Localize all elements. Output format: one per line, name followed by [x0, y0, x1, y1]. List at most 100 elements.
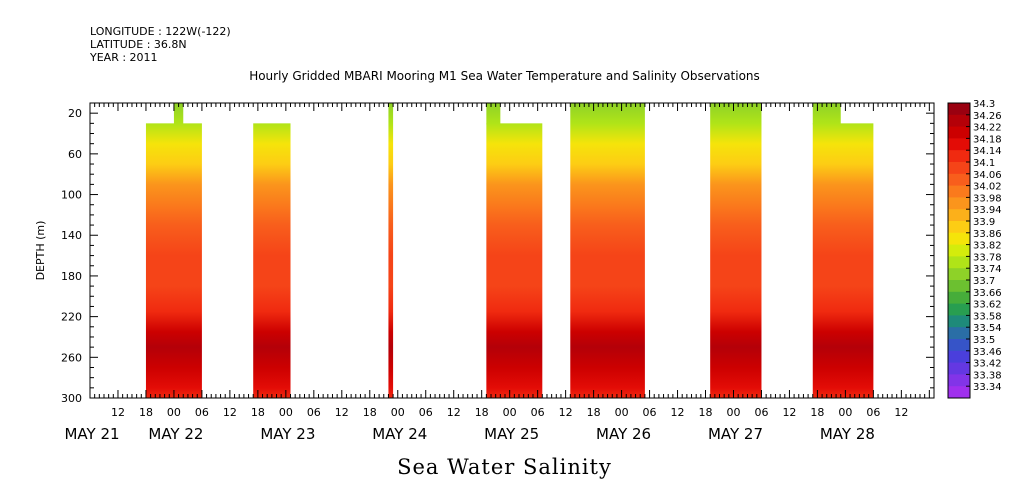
x-hour-label: 12	[559, 406, 573, 419]
colorbar-label: 33.82	[973, 241, 1002, 252]
colorbar: 34.334.2634.2234.1834.1434.134.0634.0233…	[947, 99, 1002, 399]
colorbar-cell	[948, 114, 970, 128]
colorbar-cell	[948, 315, 970, 328]
colorbar-label: 34.3	[973, 99, 995, 110]
x-hour-label: 06	[643, 406, 657, 419]
x-hour-label: 06	[531, 406, 545, 419]
colorbar-label: 33.66	[973, 288, 1002, 299]
data-segment-notch	[173, 103, 184, 125]
colorbar-label: 33.98	[973, 193, 1002, 204]
data-layer	[145, 103, 874, 399]
y-tick-label: 100	[61, 189, 82, 202]
colorbar-label: 34.22	[973, 123, 1002, 134]
x-hour-label: 12	[335, 406, 349, 419]
y-axis-label: DEPTH (m)	[34, 221, 47, 281]
y-tick-label: 180	[61, 270, 82, 283]
y-tick-label: 260	[61, 351, 82, 364]
data-segment	[570, 103, 645, 398]
colorbar-cell	[948, 256, 970, 269]
x-hour-label: 18	[475, 406, 489, 419]
colorbar-cell	[948, 221, 970, 234]
colorbar-label: 34.26	[973, 111, 1002, 122]
colorbar-label: 33.42	[973, 359, 1002, 370]
x-date-label: MAY 22	[148, 425, 203, 443]
colorbar-label: 33.5	[973, 335, 995, 346]
colorbar-cell	[948, 244, 970, 257]
colorbar-cell	[948, 280, 970, 293]
data-segment-notch	[812, 103, 841, 125]
colorbar-label: 33.86	[973, 229, 1002, 240]
variable-label: Sea Water Salinity	[397, 455, 612, 479]
x-hour-label: 12	[111, 406, 125, 419]
colorbar-label: 34.1	[973, 158, 995, 169]
colorbar-cell	[948, 197, 970, 210]
colorbar-cell	[948, 138, 970, 151]
x-hour-label: 06	[195, 406, 209, 419]
x-date-label: MAY 24	[372, 425, 427, 443]
colorbar-cell	[948, 126, 970, 139]
x-hour-label: 12	[782, 406, 796, 419]
axes-layer: 20 60 100 140 180 220 260 300 DEPTH (m) 12 18 00 06 1…	[34, 102, 935, 443]
colorbar-label: 34.14	[973, 146, 1002, 157]
colorbar-label: 34.02	[973, 182, 1002, 193]
colorbar-cell	[948, 362, 970, 375]
y-tick-label: 20	[68, 107, 82, 120]
data-segment	[388, 103, 394, 398]
colorbar-label: 33.7	[973, 276, 995, 287]
x-hour-label: 06	[307, 406, 321, 419]
x-date-label: MAY 25	[484, 425, 539, 443]
x-hour-label: 00	[391, 406, 405, 419]
data-segment	[812, 123, 874, 399]
colorbar-cell	[948, 291, 970, 305]
x-hour-label: 18	[251, 406, 265, 419]
colorbar-label: 33.54	[973, 323, 1002, 334]
colorbar-label: 33.78	[973, 252, 1002, 263]
x-hour-label: 06	[866, 406, 880, 419]
x-date-label: MAY 28	[820, 425, 875, 443]
colorbar-cell	[948, 162, 970, 175]
colorbar-cell	[948, 350, 970, 364]
x-hour-label: 00	[615, 406, 629, 419]
x-hour-label: 06	[754, 406, 768, 419]
x-hour-label: 12	[894, 406, 908, 419]
colorbar-label: 33.58	[973, 311, 1002, 322]
colorbar-cell	[948, 374, 970, 387]
colorbar-label: 33.62	[973, 300, 1002, 311]
x-hour-label: 00	[167, 406, 181, 419]
data-segment	[710, 103, 762, 398]
colorbar-cell	[948, 103, 970, 116]
x-hour-label: 12	[671, 406, 685, 419]
colorbar-cell	[948, 303, 970, 316]
colorbar-cell	[948, 339, 970, 352]
x-hour-label: 00	[503, 406, 517, 419]
data-segment	[253, 123, 291, 399]
x-hour-label: 00	[838, 406, 852, 419]
x-date-label: MAY 27	[708, 425, 763, 443]
x-hour-label: 18	[139, 406, 153, 419]
y-tick-label: 60	[68, 148, 82, 161]
colorbar-cell	[948, 173, 970, 187]
colorbar-cell	[948, 209, 970, 222]
x-hour-label: 00	[279, 406, 293, 419]
colorbar-label: 33.46	[973, 347, 1002, 358]
plot-frame	[89, 102, 935, 399]
x-date-label: MAY 23	[260, 425, 315, 443]
x-date-label: MAY 21	[64, 425, 119, 443]
x-hour-label: 00	[726, 406, 740, 419]
x-date-label: MAY 26	[596, 425, 651, 443]
y-tick-label: 140	[61, 229, 82, 242]
colorbar-label: 33.38	[973, 370, 1002, 381]
x-hour-label: 12	[447, 406, 461, 419]
data-segment	[145, 123, 202, 399]
chart-title: Hourly Gridded MBARI Mooring M1 Sea Wate…	[249, 69, 760, 83]
colorbar-label: 33.94	[973, 205, 1002, 216]
colorbar-label: 34.06	[973, 170, 1002, 181]
colorbar-frame	[947, 102, 971, 399]
colorbar-label: 33.9	[973, 217, 995, 228]
colorbar-cell	[948, 150, 970, 163]
year-label: YEAR : 2011	[90, 51, 158, 64]
colorbar-label: 33.34	[973, 382, 1002, 393]
colorbar-label: 34.18	[973, 134, 1002, 145]
data-segment-notch	[486, 103, 501, 125]
x-hour-label: 18	[363, 406, 377, 419]
